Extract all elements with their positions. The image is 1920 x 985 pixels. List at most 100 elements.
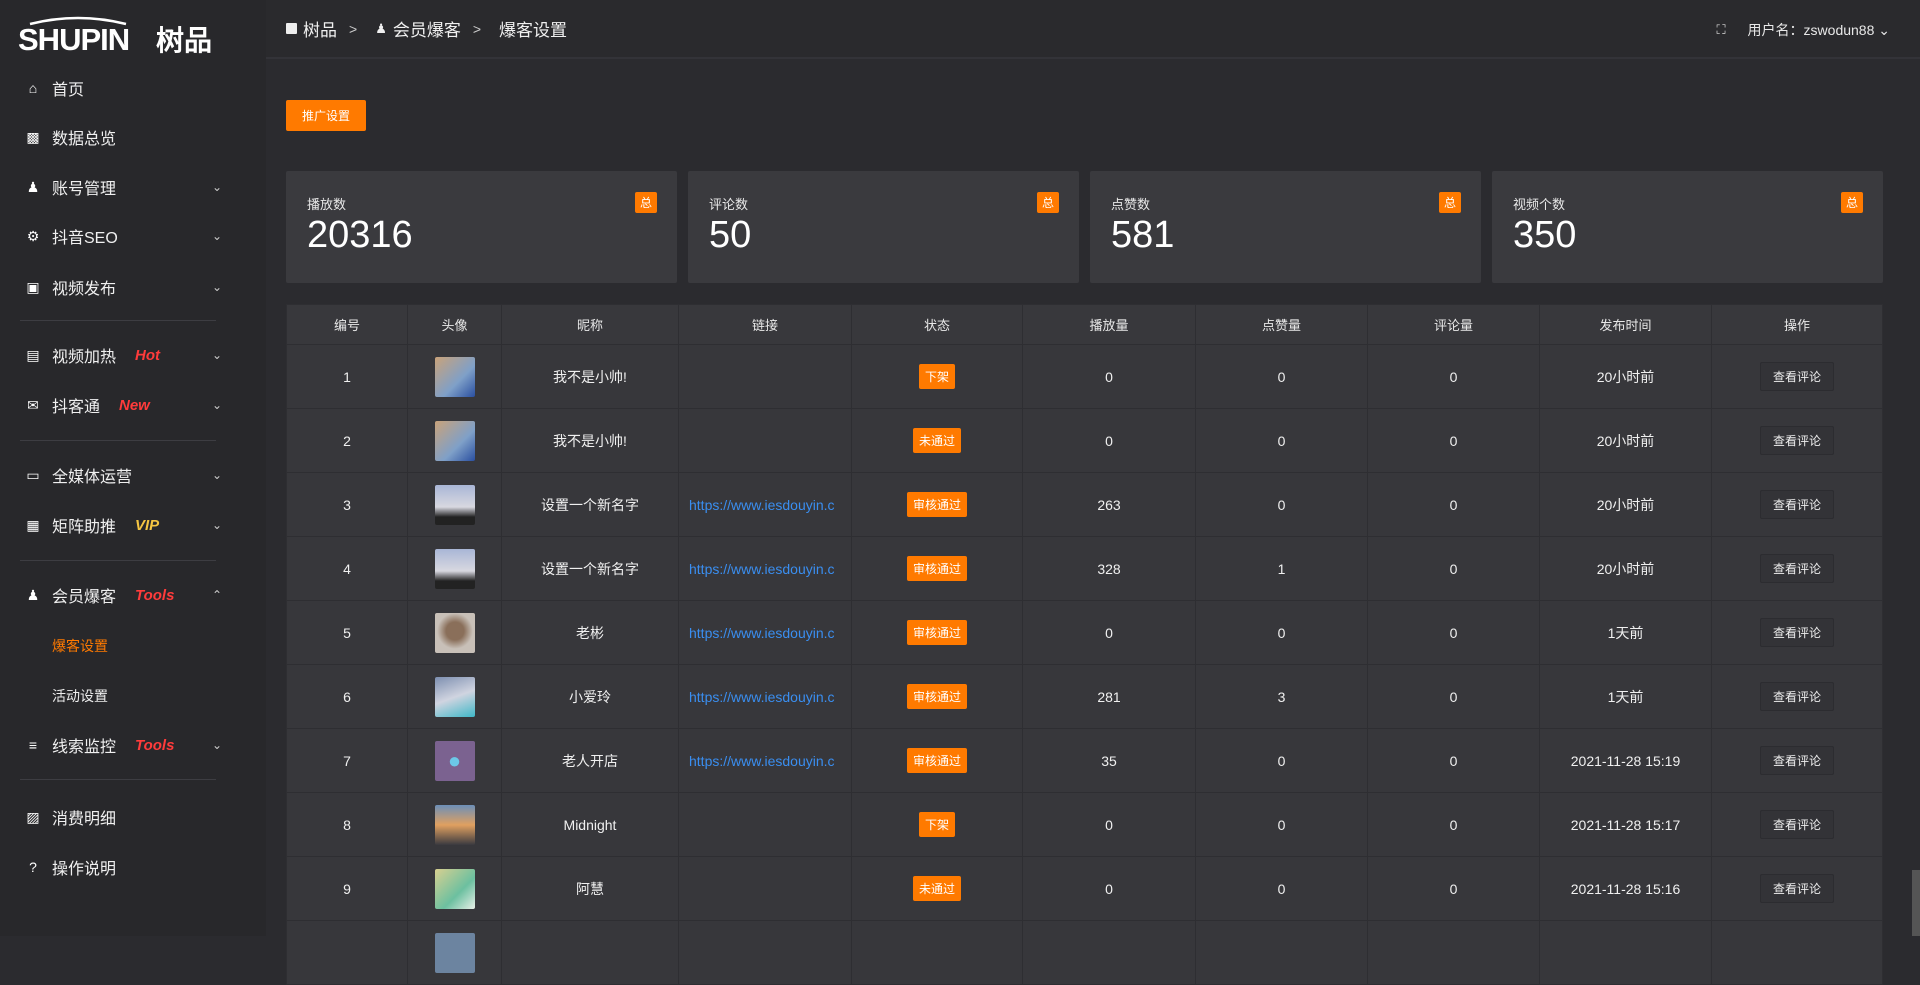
view-comments-button[interactable]: 查看评论 xyxy=(1759,554,1834,583)
logo: SHUPIN 树品 xyxy=(18,14,228,54)
row-id: 8 xyxy=(286,792,408,857)
likes: 0 xyxy=(1195,472,1368,537)
sidebar-item-9[interactable]: ♟ 会员爆客 Tools ⌃ xyxy=(0,575,266,615)
view-comments-button[interactable]: 查看评论 xyxy=(1759,426,1834,455)
video-link[interactable] xyxy=(678,344,852,409)
sidebar-item-4[interactable]: ▣ 视频发布 ⌄ xyxy=(0,267,266,307)
breadcrumb-item-home[interactable]: 树品 xyxy=(303,21,337,40)
nickname: 老人开店 xyxy=(501,728,679,793)
chevron-down-icon: ⌄ xyxy=(212,229,223,243)
view-comments-button[interactable]: 查看评论 xyxy=(1759,362,1834,391)
sidebar-item-5[interactable]: ▤ 视频加热 Hot ⌄ xyxy=(0,335,266,375)
video-link[interactable]: https://www.iesdouyin.c xyxy=(678,472,852,537)
table-row: 4 设置一个新名字 https://www.iesdouyin.c 审核通过 3… xyxy=(286,536,1883,601)
sidebar-item-tag: VIP xyxy=(135,516,160,534)
nickname: 老彬 xyxy=(501,600,679,665)
sidebar-item-11[interactable]: ▨ 消费明细 xyxy=(0,797,266,837)
nickname: 我不是小帅! xyxy=(501,344,679,409)
comments: 0 xyxy=(1367,664,1540,729)
sidebar-subitem-baoke-settings[interactable]: 爆客设置 xyxy=(52,638,108,654)
breadcrumb-separator: > xyxy=(349,20,358,37)
status-badge: 下架 xyxy=(918,364,955,389)
chevron-down-icon: ⌄ xyxy=(212,398,223,412)
plays: 0 xyxy=(1022,344,1196,409)
table-row: 7 ● 老人开店 https://www.iesdouyin.c 审核通过 35… xyxy=(286,728,1883,793)
video-link[interactable]: https://www.iesdouyin.c xyxy=(678,728,852,793)
video-link[interactable] xyxy=(678,856,852,921)
plays: 281 xyxy=(1022,664,1196,729)
table-row: 5 老彬 https://www.iesdouyin.c 审核通过 0 0 0 … xyxy=(286,600,1883,665)
user-menu[interactable]: 用户名：zswodun88 ⌄ xyxy=(1748,20,1890,40)
note-icon xyxy=(286,23,297,34)
stat-value: 581 xyxy=(1111,214,1175,256)
view-comments-button[interactable]: 查看评论 xyxy=(1759,810,1834,839)
sidebar-item-1[interactable]: ▩ 数据总览 xyxy=(0,117,266,157)
status-badge: 未通过 xyxy=(912,876,961,901)
sidebar-item-6[interactable]: ✉ 抖客通 New ⌄ xyxy=(0,385,266,425)
video-link[interactable]: https://www.iesdouyin.c xyxy=(678,664,852,729)
avatar xyxy=(434,420,475,461)
column-header: 发布时间 xyxy=(1539,304,1712,345)
view-comments-button[interactable]: 查看评论 xyxy=(1759,618,1834,647)
view-comments-button[interactable]: 查看评论 xyxy=(1759,682,1834,711)
sidebar-subitem-activity-settings[interactable]: 活动设置 xyxy=(52,688,108,704)
avatar xyxy=(434,804,475,845)
sidebar-item-label: 消费明细 xyxy=(52,811,117,828)
promo-settings-button[interactable]: 推广设置 xyxy=(286,100,366,131)
row-id: 4 xyxy=(286,536,408,601)
likes: 1 xyxy=(1195,536,1368,601)
sidebar-item-label: 账号管理 xyxy=(52,181,117,198)
stat-badge: 总 xyxy=(1036,192,1059,213)
stat-card: 点赞数 581 总 xyxy=(1090,171,1481,283)
comments: 0 xyxy=(1367,728,1540,793)
video-link[interactable]: https://www.iesdouyin.c xyxy=(678,536,852,601)
row-id: 1 xyxy=(286,344,408,409)
sidebar-item-label: 会员爆客 xyxy=(52,589,117,606)
likes: 0 xyxy=(1195,792,1368,857)
avatar xyxy=(434,676,475,717)
table-row: 9 阿慧 未通过 0 0 0 2021-11-28 15:16 查看评论 xyxy=(286,856,1883,921)
video-link[interactable]: https://www.iesdouyin.c xyxy=(678,600,852,665)
stat-title: 播放数 xyxy=(307,197,347,212)
sidebar-item-8[interactable]: ▦ 矩阵助推 VIP ⌄ xyxy=(0,505,266,545)
table-row: 6 小爱玲 https://www.iesdouyin.c 审核通过 281 3… xyxy=(286,664,1883,729)
chevron-down-icon: ⌄ xyxy=(212,280,223,294)
help-icon: ? xyxy=(29,859,37,875)
sidebar-item-7[interactable]: ▭ 全媒体运营 ⌄ xyxy=(0,455,266,495)
comments: 0 xyxy=(1367,856,1540,921)
avatar xyxy=(434,548,475,589)
sidebar-item-0[interactable]: ⌂ 首页 xyxy=(0,68,266,108)
table-row xyxy=(286,920,1883,985)
table-row: 3 设置一个新名字 https://www.iesdouyin.c 审核通过 2… xyxy=(286,472,1883,537)
column-header: 点赞量 xyxy=(1195,304,1368,345)
sidebar-item-10[interactable]: ≡ 线索监控 Tools ⌄ xyxy=(0,725,266,765)
svg-text:SHUPIN: SHUPIN xyxy=(18,22,129,54)
username: 用户名：zswodun88 xyxy=(1747,22,1875,38)
nickname: Midnight xyxy=(501,792,679,857)
sidebar-item-3[interactable]: ⚙ 抖音SEO ⌄ xyxy=(0,216,266,256)
camera-icon: ▣ xyxy=(26,278,40,295)
scrollbar[interactable] xyxy=(1912,870,1920,936)
chat-icon: ✉ xyxy=(27,396,39,413)
breadcrumb-item-member[interactable]: 会员爆客 xyxy=(392,21,461,40)
video-link[interactable] xyxy=(678,408,852,473)
sidebar-item-2[interactable]: ♟ 账号管理 ⌄ xyxy=(0,167,266,207)
avatar xyxy=(434,484,475,525)
sidebar-item-label: 视频加热 xyxy=(52,349,117,366)
view-comments-button[interactable]: 查看评论 xyxy=(1759,874,1834,903)
likes: 0 xyxy=(1195,344,1368,409)
view-comments-button[interactable]: 查看评论 xyxy=(1759,490,1834,519)
video-link[interactable] xyxy=(678,792,852,857)
sidebar-item-12[interactable]: ? 操作说明 xyxy=(0,847,266,887)
plays: 35 xyxy=(1022,728,1196,793)
sidebar-item-label: 视频发布 xyxy=(52,281,117,298)
publish-time: 20小时前 xyxy=(1539,408,1712,473)
stat-badge: 总 xyxy=(634,192,657,213)
sidebar-item-label: 线索监控 xyxy=(52,739,117,756)
publish-time: 20小时前 xyxy=(1539,536,1712,601)
fullscreen-icon[interactable]: ⛶ xyxy=(1716,22,1726,37)
view-comments-button[interactable]: 查看评论 xyxy=(1759,746,1834,775)
stat-badge: 总 xyxy=(1438,192,1461,213)
sidebar-item-tag: Tools xyxy=(135,736,175,754)
breadcrumb-item-current: 爆客设置 xyxy=(499,21,568,40)
